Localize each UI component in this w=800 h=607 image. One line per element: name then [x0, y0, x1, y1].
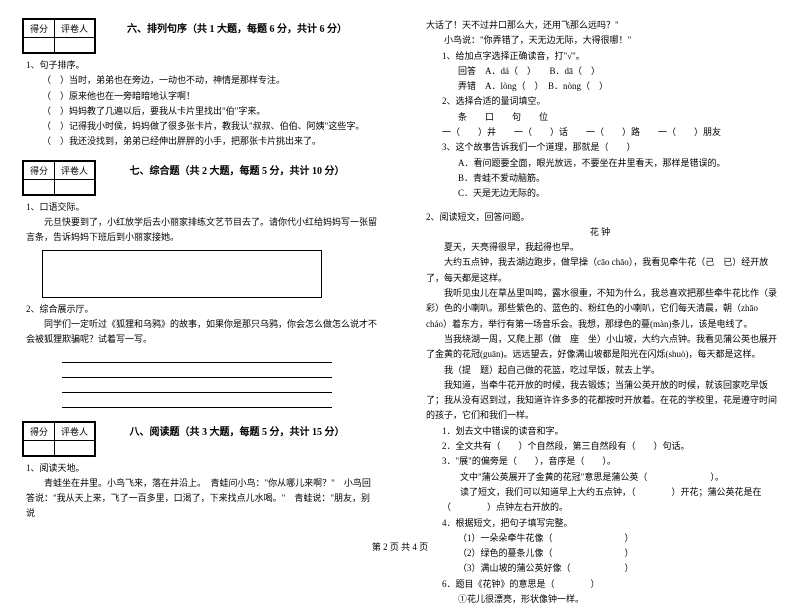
- write-line: [62, 351, 332, 363]
- q6-line-3: （ ）记得我小时侯，妈妈做了很多张卡片，教我认"叔叔、伯伯、阿姨"这些字。: [42, 119, 378, 134]
- q6-line-2: （ ）妈妈教了几遍以后，要我从卡片里找出"伯"字来。: [42, 104, 378, 119]
- right-column: 大话了！天不过井口那么大，还用飞那么远吗？" 小鸟说："你弄错了，天无边无际，大…: [400, 0, 800, 565]
- q6-line-1: （ ）原来他也在一旁暗暗地认字啊！: [42, 89, 378, 104]
- r2b: 一（ ）井 一（ ）话 一（ ）路 一（ ）朋友: [442, 125, 778, 140]
- s1: 1．划去文中错误的读音和字。: [442, 424, 778, 439]
- q2: 2、阅读短文，回答问题。: [426, 210, 778, 225]
- q7-2-text: 同学们一定听过《狐狸和乌鸦》的故事，如果你是那只乌鸦，你会怎么做怎么说才不会被狐…: [26, 317, 378, 348]
- q6-line-0: （ ）当时，弟弟也在旁边，一动也不动，神情是那样专注。: [42, 73, 378, 88]
- r1a: 回答 A．dá（ ） B．dā（ ）: [458, 64, 778, 79]
- p2: 大约五点钟，我去湖边跑步，做早操（cāo chāo），我看见牵牛花（己 已）经开…: [426, 255, 778, 286]
- s3a: 文中"蒲公英展开了金黄的花冠"意思是蒲公英（ ）。: [442, 470, 778, 485]
- cont1: 大话了！天不过井口那么大，还用飞那么远吗？": [426, 18, 778, 33]
- q2-title: 花 钟: [422, 225, 778, 240]
- section-6-title: 六、排列句序（共 1 大题，每题 6 分，共计 6 分）: [96, 20, 378, 35]
- p5: 我（提 题）起自己做的花篮，吃过早饭，就去上学。: [426, 363, 778, 378]
- section-7-title: 七、综合题（共 2 大题，每题 5 分，共计 10 分）: [96, 162, 378, 177]
- p3: 我听见虫儿在草丛里叫鸣，露水很重，不知为什么，我总喜欢把那些牵牛花比作（录彩）色…: [426, 286, 778, 332]
- write-line: [62, 381, 332, 393]
- q7-1-text: 元旦快要到了，小红放学后去小丽家排练文艺节目去了。请你代小红给妈妈写一张留言条，…: [26, 215, 378, 246]
- s3: 3．"展"的偏旁是（ ），音序是（ ）。: [442, 454, 778, 469]
- page-footer: 第 2 页 共 4 页: [0, 540, 800, 553]
- p4: 当我绕湖一周，又爬上那（做 座 坐）小山坡，大约六点钟。我看见蒲公英也展开了金黄…: [426, 332, 778, 363]
- s2: 2．全文共有（ ）个自然段，第三自然段有（ ）句话。: [442, 439, 778, 454]
- s3b: 读了短文，我们可以知道早上大约五点钟，（ ）开花；蒲公英花是在（ ）点钟左右开放…: [442, 485, 778, 516]
- answer-box: [42, 250, 322, 298]
- score-box-8: 得分评卷人: [22, 421, 96, 457]
- write-line: [62, 366, 332, 378]
- q8-1-text: 青蛙坐在井里。小鸟飞来，落在井沿上。 青蛙问小鸟："你从哪儿来啊？" 小鸟回答说…: [26, 476, 378, 522]
- r3a: A．看问题要全面，眼光放远，不要坐在井里看天，那样是错误的。: [458, 156, 778, 171]
- grader-label: 评卷人: [55, 20, 95, 38]
- score-box-6: 得分 评卷人: [22, 18, 96, 54]
- q7-2: 2、综合展示厅。: [26, 302, 378, 317]
- section-8-title: 八、阅读题（共 3 大题，每题 5 分，共计 15 分）: [96, 423, 378, 438]
- left-column: 得分 评卷人 六、排列句序（共 1 大题，每题 6 分，共计 6 分） 1、句子…: [0, 0, 400, 565]
- q6-1: 1、句子排序。: [26, 58, 378, 73]
- s5: 6．题目《花钟》的意思是（ ）: [442, 577, 778, 592]
- p1: 夏天，天亮得很早，我起得也早。: [426, 240, 778, 255]
- s4: 4．根据短文，把句子填写完整。: [442, 516, 778, 531]
- p6: 我知道，当牵牛花开放的时候，我去锻炼；当蒲公英开放的时候，就该回家吃早饭了；我从…: [426, 378, 778, 424]
- r3c: C．天是无边无际的。: [458, 186, 778, 201]
- q8-1: 1、阅读天地。: [26, 461, 378, 476]
- r2a: 条 口 句 位: [458, 110, 778, 125]
- q7-1: 1、口语交际。: [26, 200, 378, 215]
- score-label: 得分: [24, 20, 55, 38]
- write-line: [62, 396, 332, 408]
- score-box-7: 得分评卷人: [22, 160, 96, 196]
- cont2: 小鸟说："你弄错了，天无边无际，大得很哪！": [426, 33, 778, 48]
- r1: 1、给加点字选择正确读音，打"√"。: [442, 49, 778, 64]
- r3: 3、这个故事告诉我们一个道理，那就是（ ）: [442, 140, 778, 155]
- r2: 2、选择合适的量词填空。: [442, 94, 778, 109]
- s5a: ①花儿很漂亮，形状像钟一样。: [458, 592, 778, 607]
- q6-line-4: （ ）我还没找到，弟弟已经伸出胖胖的小手，把那张卡片挑出来了。: [42, 134, 378, 149]
- r3b: B．青蛙不爱动脑筋。: [458, 171, 778, 186]
- s4c: （3）满山坡的蒲公英好像（ ）: [458, 561, 778, 576]
- r1b: 弄错 A．lòng（ ） B．nòng（ ）: [458, 79, 778, 94]
